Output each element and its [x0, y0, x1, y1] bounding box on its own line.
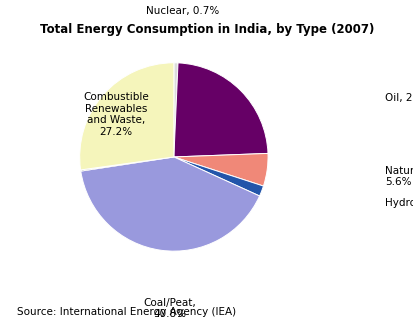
- Text: Nuclear, 0.7%: Nuclear, 0.7%: [145, 6, 218, 16]
- Text: Total Energy Consumption in India, by Type (2007): Total Energy Consumption in India, by Ty…: [40, 23, 373, 36]
- Text: Source: International Energy Agency (IEA): Source: International Energy Agency (IEA…: [17, 307, 235, 317]
- Text: Combustible
Renewables
and Waste,
27.2%: Combustible Renewables and Waste, 27.2%: [83, 92, 148, 137]
- Text: Coal/Peat,
40.8%: Coal/Peat, 40.8%: [143, 298, 196, 319]
- Wedge shape: [80, 63, 173, 170]
- Text: Hydro, 1.8%: Hydro, 1.8%: [384, 198, 413, 208]
- Text: Oil, 23.7%: Oil, 23.7%: [384, 93, 413, 103]
- Text: Natural Gas,
5.6%: Natural Gas, 5.6%: [384, 166, 413, 187]
- Wedge shape: [173, 63, 178, 157]
- Wedge shape: [173, 63, 267, 157]
- Wedge shape: [173, 153, 267, 186]
- Wedge shape: [81, 157, 173, 171]
- Wedge shape: [81, 157, 259, 251]
- Wedge shape: [173, 157, 263, 196]
